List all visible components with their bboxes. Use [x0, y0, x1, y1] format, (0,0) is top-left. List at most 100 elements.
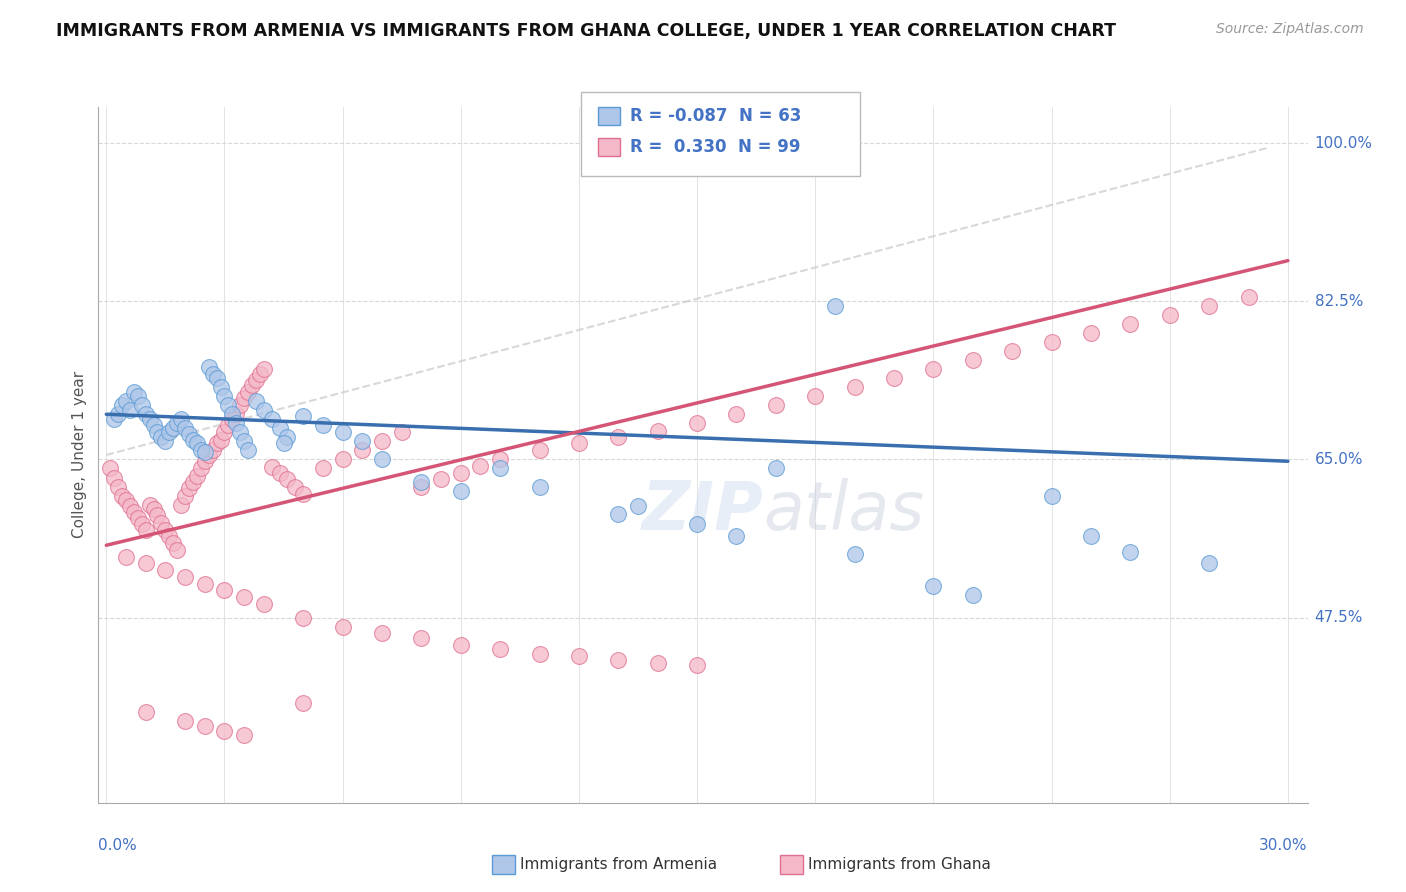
Text: 65.0%: 65.0%	[1315, 452, 1362, 467]
Point	[489, 642, 512, 657]
Point	[111, 398, 134, 412]
Point	[292, 409, 315, 423]
Point	[470, 458, 492, 473]
Point	[883, 371, 905, 385]
Point	[269, 466, 291, 480]
Point	[174, 714, 197, 729]
Point	[107, 407, 129, 421]
Point	[568, 649, 591, 664]
Point	[411, 475, 433, 489]
Point	[131, 398, 153, 412]
Point	[371, 626, 394, 640]
Point	[229, 425, 252, 440]
Point	[292, 697, 315, 711]
Point	[529, 479, 551, 493]
Point	[352, 434, 374, 449]
Point	[1119, 317, 1142, 331]
Point	[233, 590, 256, 604]
Text: 82.5%: 82.5%	[1315, 293, 1362, 309]
Point	[236, 384, 259, 399]
Point	[1198, 299, 1220, 313]
Point	[118, 500, 141, 514]
Point	[174, 489, 197, 503]
Point	[332, 425, 354, 440]
Point	[115, 393, 138, 408]
Point	[292, 610, 315, 624]
Point	[765, 461, 787, 475]
Point	[253, 597, 276, 611]
Point	[214, 389, 236, 403]
Point	[194, 719, 217, 733]
Point	[142, 502, 165, 516]
Point	[332, 452, 354, 467]
Point	[146, 508, 169, 523]
Point	[201, 443, 224, 458]
Text: ZIP: ZIP	[641, 477, 763, 543]
Point	[177, 481, 200, 495]
Point	[142, 418, 165, 433]
Point	[170, 498, 193, 512]
Text: 30.0%: 30.0%	[1260, 838, 1308, 854]
Point	[371, 434, 394, 449]
Point	[138, 498, 160, 512]
Point	[177, 427, 200, 442]
Point	[217, 398, 239, 412]
Point	[233, 434, 256, 449]
Point	[107, 479, 129, 493]
Point	[115, 493, 138, 508]
Point	[157, 425, 180, 440]
Point	[450, 638, 472, 652]
Point	[217, 418, 239, 433]
Point	[1040, 489, 1063, 503]
Point	[98, 461, 121, 475]
Point	[529, 443, 551, 458]
Point	[332, 619, 354, 633]
Point	[194, 454, 217, 468]
Point	[1237, 290, 1260, 304]
Point	[240, 378, 263, 392]
Point	[170, 411, 193, 425]
Point	[174, 570, 197, 584]
Point	[725, 529, 748, 543]
Point	[371, 452, 394, 467]
Point	[174, 421, 197, 435]
Point	[115, 549, 138, 564]
Point	[249, 367, 271, 381]
Point	[155, 563, 177, 577]
Point	[233, 728, 256, 742]
Point	[647, 424, 669, 438]
Text: R = -0.087  N = 63: R = -0.087 N = 63	[630, 107, 801, 125]
Point	[190, 461, 212, 475]
Point	[236, 443, 259, 458]
Point	[1198, 557, 1220, 571]
Point	[214, 723, 236, 738]
Point	[607, 430, 630, 444]
Point	[186, 436, 208, 450]
Point	[221, 411, 243, 425]
Point	[194, 577, 217, 591]
Point	[627, 500, 650, 514]
Point	[253, 362, 276, 376]
Point	[922, 579, 945, 593]
Point	[209, 380, 232, 394]
Point	[201, 367, 224, 381]
Point	[181, 433, 204, 447]
Point	[103, 411, 125, 425]
Point	[162, 535, 184, 549]
Point	[225, 407, 247, 421]
Point	[131, 517, 153, 532]
Point	[686, 417, 709, 431]
Point	[1080, 529, 1102, 543]
Point	[225, 417, 247, 431]
Point	[146, 425, 169, 440]
Point	[1080, 326, 1102, 340]
Point	[529, 647, 551, 661]
Point	[155, 523, 177, 537]
Point	[411, 632, 433, 646]
Point	[568, 436, 591, 450]
Point	[135, 523, 157, 537]
Point	[1001, 344, 1024, 359]
Point	[127, 389, 149, 403]
Point	[284, 479, 307, 493]
Point	[489, 461, 512, 475]
